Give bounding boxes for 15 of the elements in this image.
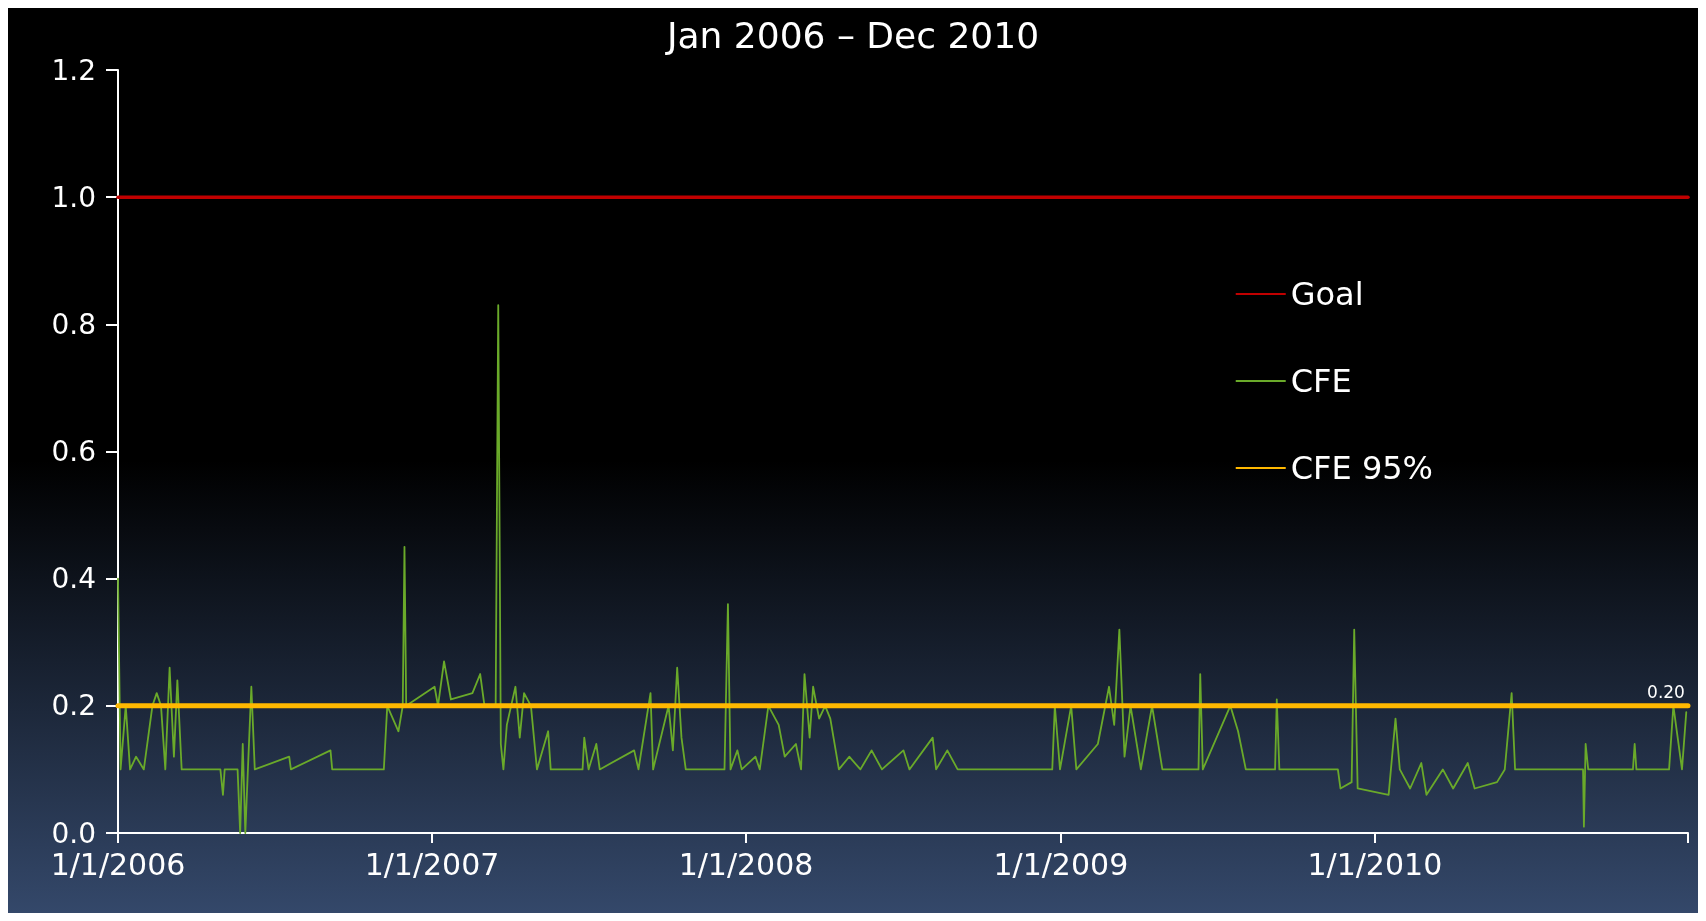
y-tick-label: 0.6	[51, 435, 96, 468]
y-tick-label: 0.4	[51, 562, 96, 596]
chart-title: Jan 2006 – Dec 2010	[664, 14, 1040, 56]
y-tick-label: 1.0	[51, 180, 96, 214]
legend-label: CFE 95%	[1290, 449, 1433, 487]
legend-label: CFE	[1290, 362, 1352, 400]
x-tick-label: 1/1/2009	[993, 846, 1129, 882]
y-tick-label: 1.2	[51, 53, 96, 87]
x-tick-label: 1/1/2008	[678, 846, 814, 882]
legend-label: Goal	[1290, 275, 1364, 313]
y-tick-label: 0.8	[51, 307, 96, 341]
x-tick-label: 1/1/2010	[1307, 846, 1443, 882]
x-tick-label: 1/1/2007	[364, 846, 500, 882]
data-label: 0.20	[1647, 682, 1685, 703]
y-tick-label: 0.2	[51, 689, 96, 723]
